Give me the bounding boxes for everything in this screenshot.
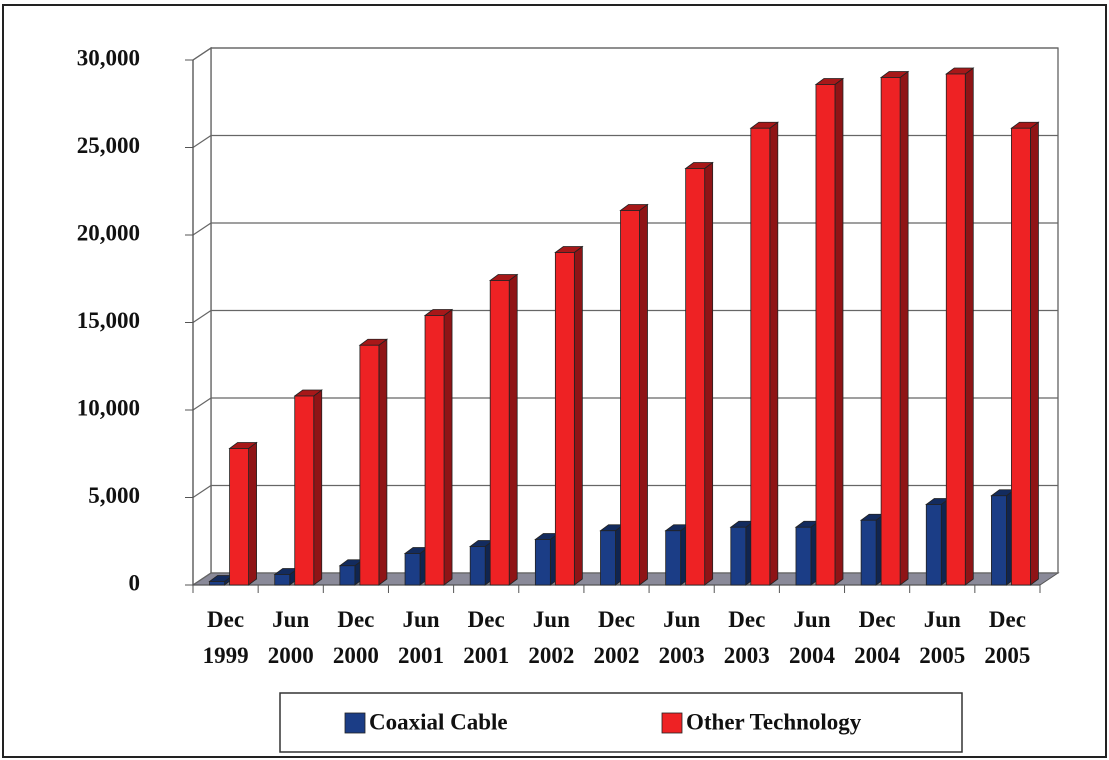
bar	[795, 526, 812, 586]
bar	[880, 77, 901, 586]
bar-side	[508, 273, 518, 586]
bar	[750, 127, 771, 586]
bar	[925, 504, 942, 586]
frame	[2, 4, 1107, 758]
bar-side	[899, 70, 909, 586]
bar	[209, 581, 225, 586]
bar	[489, 280, 510, 586]
bar-side	[704, 161, 714, 586]
y-tick-label: 30,000	[77, 45, 140, 70]
bar	[991, 495, 1007, 586]
bar	[620, 210, 640, 586]
bar-side	[639, 203, 648, 586]
x-tick-label: Dec 2001	[463, 607, 510, 668]
bar	[1011, 127, 1031, 586]
x-tick-label: Dec 1999	[202, 607, 249, 668]
bar	[229, 448, 249, 586]
bar	[815, 84, 836, 586]
bar	[404, 553, 421, 586]
bar	[424, 315, 445, 586]
bar-side	[443, 308, 453, 586]
bar-side	[769, 121, 779, 586]
legend-swatch	[661, 712, 683, 734]
x-tick-label: Jun 2003	[658, 607, 705, 668]
bar	[469, 546, 486, 586]
y-tick-label: 10,000	[77, 395, 140, 420]
legend-label: Coaxial Cable	[369, 709, 508, 734]
legend-box	[279, 692, 963, 753]
legend-label: Other Technology	[686, 709, 862, 734]
x-tick-label: Dec 2004	[854, 607, 901, 668]
bar	[274, 574, 291, 586]
x-tick-label: Jun 2000	[267, 607, 314, 668]
bar	[665, 530, 682, 586]
bar	[554, 252, 575, 586]
grid-line	[192, 47, 1058, 61]
bar-side	[964, 67, 974, 586]
bar	[534, 539, 551, 586]
x-tick-label: Dec 2005	[984, 607, 1031, 668]
bar-side	[378, 338, 388, 586]
bar-side	[573, 245, 583, 586]
bar	[339, 565, 356, 586]
bar	[945, 73, 966, 586]
y-tick-label: 0	[129, 570, 141, 595]
x-tick-label: Jun 2004	[788, 607, 835, 668]
bar	[685, 168, 706, 586]
x-tick-label: Dec 2000	[332, 607, 379, 668]
y-tick-label: 20,000	[77, 220, 140, 245]
bar-side	[1030, 121, 1039, 586]
x-tick-label: Dec 2003	[723, 607, 770, 668]
bar	[730, 526, 747, 586]
x-tick-label: Jun 2002	[528, 607, 575, 668]
bar	[600, 530, 616, 586]
legend-swatch	[344, 712, 366, 734]
bar-side	[248, 441, 257, 586]
bar-side	[313, 389, 323, 586]
y-tick-label: 15,000	[77, 308, 140, 333]
x-tick-label: Jun 2005	[919, 607, 966, 668]
bar-side	[834, 77, 844, 586]
y-tick-label: 5,000	[88, 483, 140, 508]
bar	[860, 519, 877, 586]
bar	[294, 395, 315, 586]
x-tick-label: Dec 2002	[593, 607, 640, 668]
x-tick-label: Jun 2001	[398, 607, 445, 668]
bar	[359, 344, 380, 586]
y-tick-label: 25,000	[77, 133, 140, 158]
